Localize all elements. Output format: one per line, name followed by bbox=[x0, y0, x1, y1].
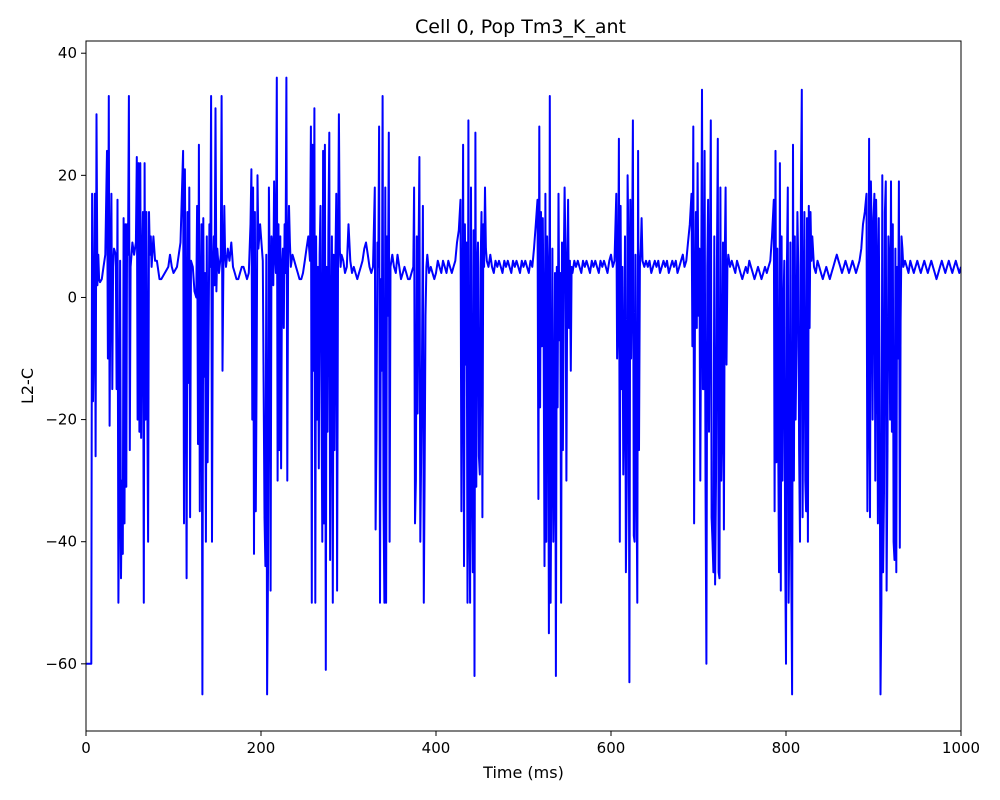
x-tick-label: 1000 bbox=[942, 739, 980, 757]
x-tick-label: 800 bbox=[772, 739, 801, 757]
x-tick-label: 600 bbox=[597, 739, 626, 757]
y-tick-label: 40 bbox=[58, 44, 77, 62]
x-tick-label: 200 bbox=[247, 739, 276, 757]
series-line bbox=[86, 76, 961, 696]
y-tick-label: −40 bbox=[45, 533, 77, 551]
x-axis-ticks: 0 200 400 600 800 1000 bbox=[81, 731, 980, 757]
y-tick-label: 0 bbox=[67, 288, 77, 306]
y-tick-label: −60 bbox=[45, 655, 77, 673]
chart-title: Cell 0, Pop Tm3_K_ant bbox=[415, 16, 626, 38]
y-axis-label: L2-C bbox=[18, 368, 37, 404]
y-tick-label: 20 bbox=[58, 166, 77, 184]
x-axis-label: Time (ms) bbox=[482, 763, 564, 782]
x-tick-label: 0 bbox=[81, 739, 91, 757]
y-tick-label: −20 bbox=[45, 411, 77, 429]
plot-frame bbox=[85, 40, 962, 732]
x-tick-label: 400 bbox=[422, 739, 451, 757]
y-axis-ticks: −60 −40 −20 0 20 40 bbox=[45, 44, 86, 673]
